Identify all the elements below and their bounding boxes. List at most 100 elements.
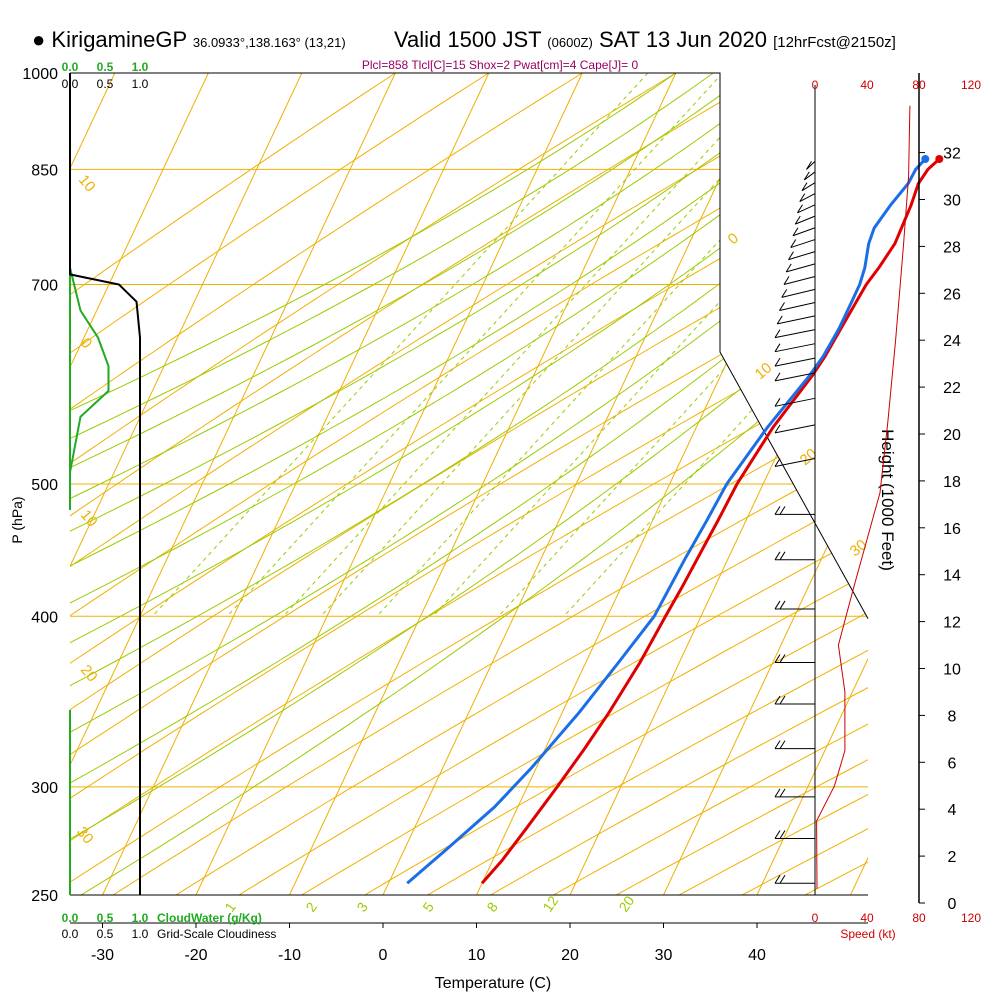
wind-barb-feather xyxy=(774,372,781,382)
wind-barb xyxy=(774,357,816,367)
wind-barb-feather xyxy=(779,506,786,515)
cloudwater-label: CloudWater (g/Kg) xyxy=(157,911,262,925)
cloudwater-scale-top: 0.0 xyxy=(62,60,79,74)
moist-adiabat-line xyxy=(70,73,677,895)
height-tick-label: 8 xyxy=(948,708,957,725)
wind-barb xyxy=(781,288,816,298)
wind-barb xyxy=(774,397,816,407)
mixing-ratio-label: 12 xyxy=(539,893,561,915)
speed-tick-bottom: 80 xyxy=(912,911,926,925)
dry-adiabat-line xyxy=(70,73,868,895)
moist-adiabat-line xyxy=(70,73,751,895)
pressure-tick-label: 1000 xyxy=(22,66,58,83)
station-title: ● KirigamineGP 36.0933°,138.163° (13,21) xyxy=(32,27,346,53)
x-tick-label: -30 xyxy=(91,947,114,964)
adiabat-label: 0 xyxy=(725,230,742,248)
dry-adiabat-line xyxy=(70,73,490,895)
wind-barb-feather xyxy=(774,458,781,467)
cloudiness-scale-top: 1.0 xyxy=(132,77,149,91)
moist-adiabat-line xyxy=(70,73,868,895)
cloudwater-scale-bottom: 0.0 xyxy=(62,911,79,925)
dry-adiabat-line xyxy=(70,73,583,895)
wind-barb-feather xyxy=(788,251,794,260)
height-tick-label: 12 xyxy=(943,615,961,632)
wind-barb-feather xyxy=(779,600,786,610)
wind-barb xyxy=(799,193,816,203)
wind-barb xyxy=(777,315,816,325)
wind-barb-feather xyxy=(779,695,786,705)
isotherm-line xyxy=(70,73,209,895)
x-tick-label: -20 xyxy=(184,947,207,964)
cloudwater-scale-bottom: 0.5 xyxy=(97,911,114,925)
height-tick-label: 24 xyxy=(943,333,961,350)
mixing-ratio-label: 3 xyxy=(353,899,371,915)
wind-barb xyxy=(792,227,816,237)
wind-barb xyxy=(774,343,816,353)
wind-barb-feather xyxy=(792,227,799,236)
height-tick-label: 20 xyxy=(943,427,961,444)
mixing-ratio-line xyxy=(563,73,868,617)
wind-barb-feather xyxy=(774,424,781,434)
temperature-line-surface-dot xyxy=(935,154,944,163)
forecast-label: [12hrFcst@2150z] xyxy=(773,34,896,51)
cloudiness-scale-top: 0.0 xyxy=(62,77,79,91)
adiabat-label: 10 xyxy=(77,507,101,531)
adiabat-label: 20 xyxy=(797,445,821,469)
height-axis-title: Height (1000 Feet) xyxy=(878,429,897,571)
speed-tick-top: 80 xyxy=(912,78,926,92)
wind-barb-feather xyxy=(794,215,801,225)
height-tick-label: 0 xyxy=(948,896,957,913)
cloudwater-line xyxy=(69,267,110,473)
x-tick-label: 30 xyxy=(655,947,673,964)
wind-barb-feather xyxy=(774,695,781,705)
wind-barb xyxy=(803,171,816,181)
moist-adiabat-line xyxy=(70,73,789,895)
height-tick-label: 18 xyxy=(943,474,961,491)
dry-adiabat-line xyxy=(804,73,868,895)
wind-barb-feather xyxy=(779,740,786,749)
wind-barb-feather xyxy=(774,874,781,884)
wind-barb-feather xyxy=(803,171,810,181)
dry-adiabat-line xyxy=(238,73,868,895)
mixing-ratio-line xyxy=(283,73,780,617)
adiabat-label: 30 xyxy=(73,824,97,848)
mixing-ratio-label: 8 xyxy=(483,899,501,915)
wind-speed-line xyxy=(816,105,911,889)
speed-tick-bottom: 120 xyxy=(961,911,981,925)
x-tick-label: -10 xyxy=(278,947,301,964)
x-tick-label: 40 xyxy=(748,947,766,964)
height-tick-label: 2 xyxy=(948,849,957,866)
x-axis-title: Temperature (C) xyxy=(435,975,551,992)
station-name: KirigamineGP xyxy=(51,27,187,52)
valid-label: Valid 1500 JST xyxy=(394,27,542,52)
wind-barb-feather xyxy=(774,357,781,367)
adiabat-label: 20 xyxy=(77,662,101,686)
wind-barb-feather xyxy=(774,600,781,610)
height-tick-label: 10 xyxy=(943,662,961,679)
isotherm-line xyxy=(756,73,868,895)
wind-barb xyxy=(786,263,816,273)
pressure-tick-label: 500 xyxy=(31,477,58,494)
adiabat-label: 10 xyxy=(752,359,776,383)
wind-barb xyxy=(797,204,816,214)
dry-adiabat-line xyxy=(301,73,868,895)
dry-adiabat-line xyxy=(112,73,868,895)
wind-barb-feather xyxy=(774,788,781,798)
valid-date: SAT 13 Jun 2020 xyxy=(598,27,767,52)
mixing-ratio-line xyxy=(432,73,868,617)
wind-barb-feather xyxy=(801,182,808,191)
mixing-ratio-label: 2 xyxy=(302,899,320,915)
wind-barb xyxy=(779,301,816,311)
mixing-ratio-line xyxy=(376,73,868,617)
wind-barb-feather xyxy=(774,329,781,338)
dry-adiabat-line xyxy=(70,73,396,895)
wind-barb-feather xyxy=(774,740,781,749)
cloudwater-scale-top: 0.5 xyxy=(97,60,114,74)
dry-adiabat-line xyxy=(175,73,868,895)
isotherm-line xyxy=(0,73,21,895)
cloudiness-scale-bottom: 0.5 xyxy=(97,927,114,941)
x-tick-label: 0 xyxy=(379,947,388,964)
cloudiness-scale-top: 0.5 xyxy=(97,77,114,91)
wind-barb-feather xyxy=(779,788,786,798)
